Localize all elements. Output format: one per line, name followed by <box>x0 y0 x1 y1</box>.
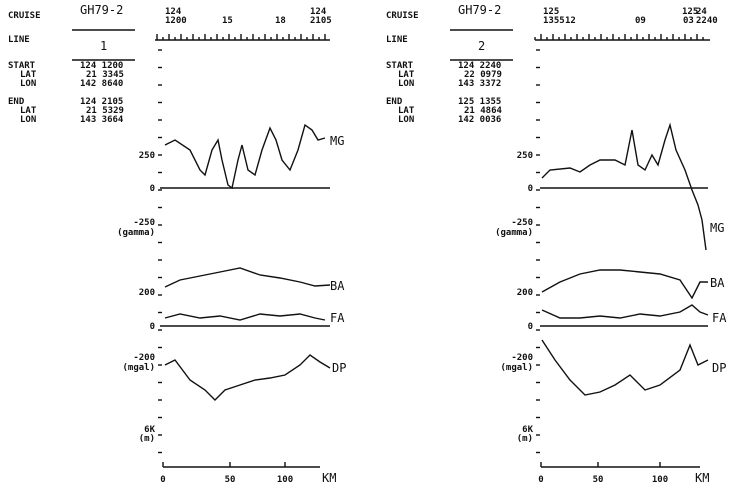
time-label: 09 <box>635 16 646 26</box>
curve-label: DP <box>712 361 726 375</box>
header-text: 124 1200 <box>80 61 123 71</box>
header-text: 124 2240 <box>458 61 501 71</box>
header-text: 124 2105 <box>80 97 123 107</box>
curve-label: DP <box>332 361 346 375</box>
axis-label: 0 <box>150 322 155 332</box>
x-label: 0 <box>160 475 165 485</box>
x-label: KM <box>322 471 336 485</box>
axis-label: (gamma) <box>495 228 533 238</box>
x-label: 100 <box>652 475 668 485</box>
axis-label: (gamma) <box>117 228 155 238</box>
time-label: 1200 <box>165 16 187 26</box>
axis-label: -200 <box>511 353 533 363</box>
axis-label: (m) <box>139 434 155 444</box>
header-text: LAT <box>20 106 37 116</box>
header-text: GH79-2 <box>80 3 123 17</box>
panel-1-lines <box>72 29 331 468</box>
axis-label: 250 <box>517 151 533 161</box>
header-text: 143 3664 <box>80 115 124 125</box>
axis-label: (mgal) <box>122 363 155 373</box>
axis-label: 0 <box>528 322 533 332</box>
x-label: 100 <box>277 475 293 485</box>
header-text: 21 5329 <box>86 106 124 116</box>
axis-ticks <box>156 34 704 467</box>
header-text: 142 0036 <box>458 115 501 125</box>
header-text: LAT <box>20 70 37 80</box>
time-label: 12 <box>565 16 576 26</box>
header-text: START <box>8 61 36 71</box>
axis-label: -250 <box>511 218 533 228</box>
header-text: 1 <box>100 39 107 53</box>
header-text: LON <box>20 79 36 89</box>
axis-label: 6K <box>522 425 533 435</box>
panel-2-lines <box>450 29 710 468</box>
curve-label: FA <box>712 311 727 325</box>
x-label: KM <box>695 471 709 485</box>
axis-label: 200 <box>139 288 155 298</box>
curve-label: FA <box>330 311 345 325</box>
header-text: LON <box>20 115 36 125</box>
axis-label: 0 <box>528 184 533 194</box>
header-text: 21 3345 <box>86 70 124 80</box>
header-text: 21 4864 <box>464 106 503 116</box>
time-label: 03 <box>683 16 694 26</box>
time-label: 15 <box>222 16 233 26</box>
time-label: 124 <box>165 7 182 17</box>
time-label: 125 <box>682 7 698 17</box>
header-text: CRUISE <box>386 11 419 21</box>
time-label: 1355 <box>543 16 565 26</box>
header-text: LINE <box>8 35 30 45</box>
curve-label: BA <box>710 276 725 290</box>
time-label: 2240 <box>696 16 718 26</box>
x-label: 50 <box>225 475 236 485</box>
curve-label: MG <box>710 221 724 235</box>
curve-label: BA <box>330 279 345 293</box>
header-text: 2 <box>478 39 485 53</box>
header-text: CRUISE <box>8 11 41 21</box>
header-text: END <box>8 97 25 107</box>
axis-label: 200 <box>517 288 533 298</box>
header-text: LAT <box>398 70 415 80</box>
time-label: 24 <box>696 7 707 17</box>
header-text: LAT <box>398 106 415 116</box>
axis-label: 6K <box>144 425 155 435</box>
x-label: 0 <box>538 475 543 485</box>
header-text: END <box>386 97 403 107</box>
axis-label: -200 <box>133 353 155 363</box>
header-text: START <box>386 61 414 71</box>
axis-label: 250 <box>139 151 155 161</box>
time-label: 18 <box>275 16 286 26</box>
curve-label: MG <box>330 134 344 148</box>
time-label: 125 <box>543 7 559 17</box>
header-text: 143 3372 <box>458 79 501 89</box>
header-text: 22 0979 <box>464 70 502 80</box>
header-text: LON <box>398 79 414 89</box>
axis-label: 0 <box>150 184 155 194</box>
x-label: 50 <box>593 475 604 485</box>
time-label: 124 <box>310 7 327 17</box>
time-label: 2105 <box>310 16 332 26</box>
axis-label: (m) <box>517 434 533 444</box>
header-text: 142 8640 <box>80 79 123 89</box>
axis-label: (mgal) <box>500 363 533 373</box>
axis-label: -250 <box>133 218 155 228</box>
header-text: GH79-2 <box>458 3 501 17</box>
header-text: LON <box>398 115 414 125</box>
header-text: LINE <box>386 35 408 45</box>
header-text: 125 1355 <box>458 97 501 107</box>
